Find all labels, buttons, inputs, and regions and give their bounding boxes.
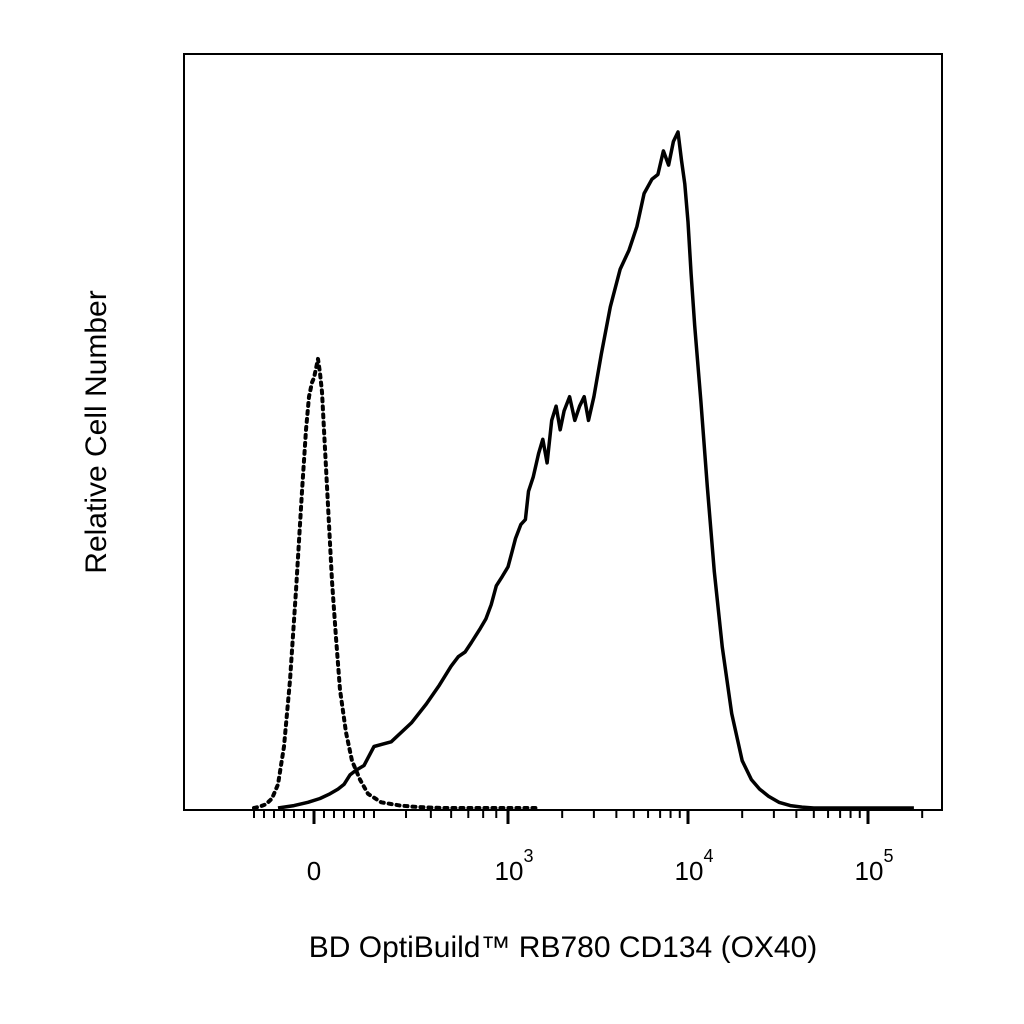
x-tick-label: 0: [307, 856, 321, 886]
x-axis-ticks: [253, 810, 924, 824]
isotype-control-curve: [252, 356, 542, 810]
x-axis-tick-labels: 0 103 104 105: [307, 846, 894, 886]
x-axis-label: BD OptiBuild™ RB780 CD134 (OX40): [309, 931, 818, 964]
y-axis-label: Relative Cell Number: [80, 290, 113, 573]
stained-sample-curve: [277, 130, 914, 810]
histogram-series: [252, 130, 914, 810]
x-tick-label: 104: [675, 846, 714, 886]
x-tick-label: 103: [495, 846, 534, 886]
x-tick-label: 105: [855, 846, 894, 886]
plot-frame: [183, 53, 943, 811]
